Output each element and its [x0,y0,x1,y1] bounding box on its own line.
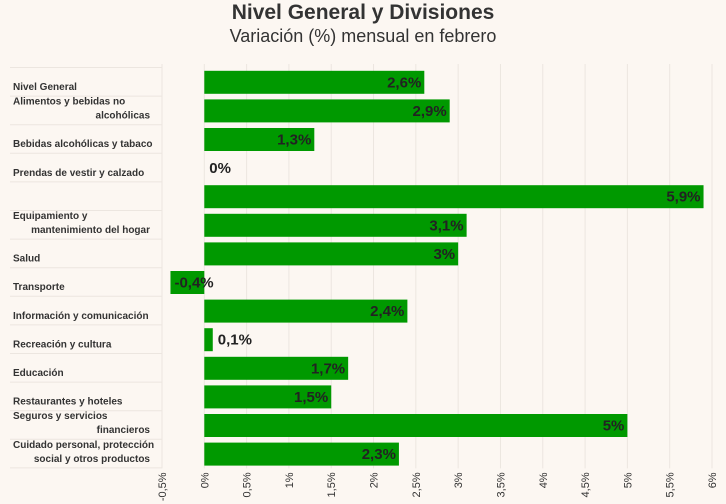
category-label: Transporte [13,282,65,293]
bars [170,70,704,466]
bar [204,99,450,123]
x-tick-label: -0,5% [157,472,169,501]
data-label: 1,5% [294,389,328,406]
bar [204,242,459,266]
x-tick-label: 0% [199,472,211,488]
category-label: Bebidas alcohólicas y tabaco [13,139,153,150]
data-label: 2,4% [370,303,404,320]
category-label: Restaurantes y hoteles [13,397,123,408]
x-tick-label: 4,5% [580,472,592,497]
bar [204,328,213,352]
x-tick-label: 1% [284,472,296,488]
x-tick-label: 2,5% [411,472,423,497]
bar [204,442,399,466]
category-label: Educación [13,368,64,379]
value-labels: 2,6% 2,9% 1,3% 0% 5,9% 3,1% 3% -0,4% 2,4% 0,1% 1,7… [174,74,700,463]
chart-subtitle: Variación (%) mensual en febrero [229,26,497,46]
category-label: Seguros y servicios financieros [13,411,150,436]
data-label: 3,1% [429,217,463,234]
x-tick-label: 3% [453,472,465,488]
bar [204,414,628,437]
category-label: Prendas de vestir y calzado [13,168,144,179]
bar [204,185,704,209]
x-tick-label: 1,5% [326,472,338,497]
x-tick-label: 5% [622,472,634,488]
bar [204,213,467,237]
category-label: Salud [13,254,40,265]
x-tick-label: 2% [369,472,381,488]
bar [204,299,408,323]
category-label: Nivel General [13,82,77,93]
data-label: 5% [603,418,625,435]
category-label: Recreación y cultura [13,339,112,350]
bar [204,385,332,409]
data-label: 1,7% [311,360,345,377]
data-label: 2,6% [387,74,421,91]
x-tick-label: 3,5% [495,472,507,497]
x-tick-label: 4% [538,472,550,488]
category-label: Alimentos y bebidas no alcohólicas [13,97,150,122]
data-label: 1,3% [277,132,311,149]
bar [204,128,315,151]
data-label: 2,3% [362,446,396,463]
chart-title: Nivel General y Divisiones [231,1,495,24]
bar [204,70,425,94]
bar [204,356,349,380]
bar [170,271,205,294]
data-label: 2,9% [412,103,446,120]
category-label: Información y comunicación [13,311,149,322]
x-tick-label: 5,5% [665,472,677,497]
category-label: Equipamiento y mantenimiento del hogar [13,211,150,236]
x-tick-label: 0,5% [242,472,254,497]
x-tick-label: 6% [707,472,719,488]
x-axis-ticks: -0,5% 0% 0,5% 1% 1,5% 2% 2,5% 3% 3,5% 4% 4,5% 5% 5,5… [157,472,719,501]
data-label: 5,9% [666,189,700,206]
data-label: -0,4% [174,275,213,292]
category-labels: Nivel General Alimentos y bebidas no alcoh… [13,82,154,465]
grid-lines [10,64,713,469]
category-label: Cuidado personal, protección social y otr… [13,440,154,465]
data-label: 0% [209,160,231,177]
data-label: 3% [433,246,455,263]
data-label: 0,1% [218,332,252,349]
